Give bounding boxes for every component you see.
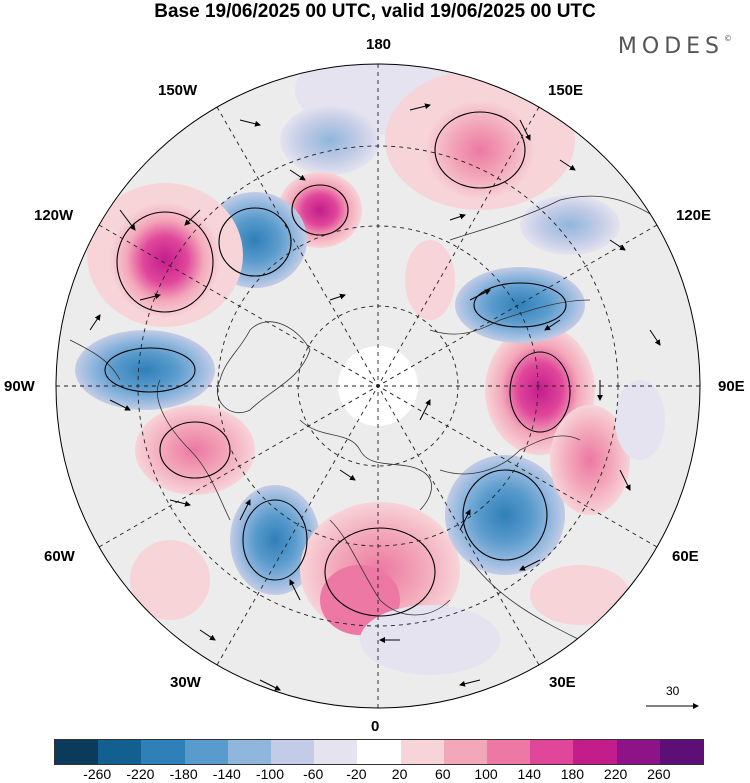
colorbar-segment xyxy=(659,740,704,764)
colorbar-segment xyxy=(314,740,358,764)
lon-label-180: 180 xyxy=(366,36,392,53)
colorbar-segment xyxy=(141,740,185,764)
colorbar xyxy=(54,739,704,765)
colorbar-tick-label: 180 xyxy=(560,766,585,782)
lon-label-90w: 90W xyxy=(4,378,35,395)
reference-vector-label: 30 xyxy=(666,684,680,698)
modes-logo: MODES© xyxy=(617,34,732,59)
colorbar-tick-label: 20 xyxy=(391,766,408,782)
colorbar-segment xyxy=(616,740,660,764)
colorbar-tick-label: -100 xyxy=(255,766,285,782)
lon-label-120e: 120E xyxy=(676,207,712,224)
lon-label-150e: 150E xyxy=(548,82,584,99)
lon-label-30w: 30W xyxy=(170,674,201,691)
lon-label-30e: 30E xyxy=(549,674,576,691)
lon-label-90e: 90E xyxy=(718,378,745,395)
colorbar-segment xyxy=(55,740,99,764)
colorbar-segment xyxy=(227,740,272,764)
map-boundary xyxy=(55,63,701,709)
colorbar-tick-label: 60 xyxy=(435,766,451,782)
colorbar-ticks: -260 -220 -180 -140 -100 -60 -20 20 60 100 140 180 2… xyxy=(54,766,702,782)
graticule xyxy=(56,64,700,708)
coastlines xyxy=(69,195,661,641)
lon-label-60w: 60W xyxy=(44,548,75,565)
colorbar-segment xyxy=(487,740,531,764)
colorbar-segment xyxy=(400,740,444,764)
lon-label-0: 0 xyxy=(371,718,380,735)
colorbar-tick-label: 140 xyxy=(517,766,541,782)
colorbar-tick-label: -180 xyxy=(169,766,198,782)
colorbar-segment xyxy=(184,740,228,764)
lon-label-150w: 150W xyxy=(158,82,198,99)
colorbar-segment xyxy=(271,740,315,764)
colorbar-tick-label: 260 xyxy=(647,766,671,782)
contours xyxy=(104,111,571,617)
map-title: Base 19/06/2025 00 UTC, valid 19/06/2025… xyxy=(154,1,596,22)
lon-label-60e: 60E xyxy=(672,548,699,565)
colorbar-segment xyxy=(98,740,142,764)
colorbar-tick-label: -140 xyxy=(212,766,241,782)
colorbar-tick-label: 220 xyxy=(603,766,628,782)
wind-vectors xyxy=(89,103,661,691)
colorbar-tick-label: 100 xyxy=(474,766,498,782)
colorbar-segment xyxy=(573,740,617,764)
colorbar-tick-label: -60 xyxy=(303,766,324,782)
anomaly-fill xyxy=(75,64,665,675)
colorbar-segment xyxy=(530,740,574,764)
colorbar-tick-label: -220 xyxy=(126,766,155,782)
colorbar-segment xyxy=(357,740,401,764)
colorbar-tick-label: -20 xyxy=(346,766,367,782)
colorbar-tick-label: -260 xyxy=(83,766,112,782)
colorbar-segment xyxy=(443,740,488,764)
lon-label-120w: 120W xyxy=(34,207,74,224)
